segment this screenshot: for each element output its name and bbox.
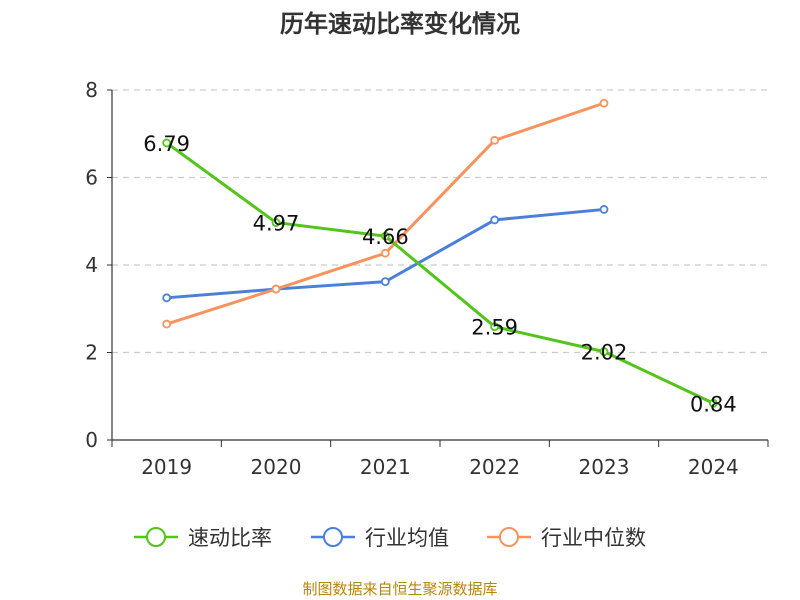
data-point xyxy=(490,322,500,332)
x-tick-label: 2020 xyxy=(251,455,302,479)
data-point xyxy=(599,205,609,214)
data-point xyxy=(162,293,172,303)
axes: 0 2 4 6 8 2019 2020 2021 2022 2023 2024 xyxy=(85,78,769,479)
legend-label: 速动比率 xyxy=(188,526,272,550)
legend-item: 速动比率 xyxy=(134,526,272,550)
x-tick-label: 2024 xyxy=(688,455,739,479)
data-label: 4.66 xyxy=(362,225,409,249)
x-tick-label: 2019 xyxy=(141,455,192,479)
data-point xyxy=(380,248,390,258)
legend-item: 行业中位数 xyxy=(487,526,646,550)
legend-marker xyxy=(146,527,166,547)
y-tick-label: 8 xyxy=(85,78,98,102)
x-tick-label: 2022 xyxy=(469,455,520,479)
series-line-0 xyxy=(165,141,714,405)
data-point xyxy=(490,215,500,225)
y-tick-label: 4 xyxy=(85,253,98,277)
data-label: 2.02 xyxy=(581,341,628,365)
legend-label: 行业中位数 xyxy=(541,526,646,550)
data-point xyxy=(599,98,609,108)
y-tick-label: 2 xyxy=(85,341,98,365)
data-label: 6.79 xyxy=(143,132,190,156)
data-point xyxy=(271,218,281,227)
data-point xyxy=(162,319,172,329)
series-lines xyxy=(162,98,718,408)
data-point xyxy=(380,277,390,287)
data-point xyxy=(490,135,500,145)
x-tick-label: 2021 xyxy=(360,455,411,479)
y-tick-label: 6 xyxy=(85,166,98,190)
data-point xyxy=(380,231,390,241)
data-labels: 6.79 4.97 4.66 2.59 2.02 0.84 xyxy=(143,132,736,416)
data-label: 2.59 xyxy=(471,316,518,340)
y-tick-label: 0 xyxy=(85,428,98,452)
grid-lines xyxy=(112,89,768,354)
x-tick-label: 2023 xyxy=(579,455,630,479)
legend-item: 行业均值 xyxy=(311,526,449,550)
data-point xyxy=(271,284,281,294)
data-point xyxy=(708,398,718,408)
chart-title: 历年速动比率变化情况 xyxy=(280,10,520,38)
legend-label: 行业均值 xyxy=(365,526,449,550)
data-label: 0.84 xyxy=(690,392,737,416)
data-point xyxy=(162,138,172,148)
source-note: 制图数据来自恒生聚源数据库 xyxy=(302,580,498,598)
legend: 速动比率 行业均值 行业中位数 xyxy=(134,526,646,550)
legend-marker xyxy=(499,527,519,547)
legend-marker xyxy=(323,527,343,547)
data-label: 4.97 xyxy=(253,212,300,236)
series-line-2 xyxy=(166,101,605,326)
data-point xyxy=(599,347,609,357)
